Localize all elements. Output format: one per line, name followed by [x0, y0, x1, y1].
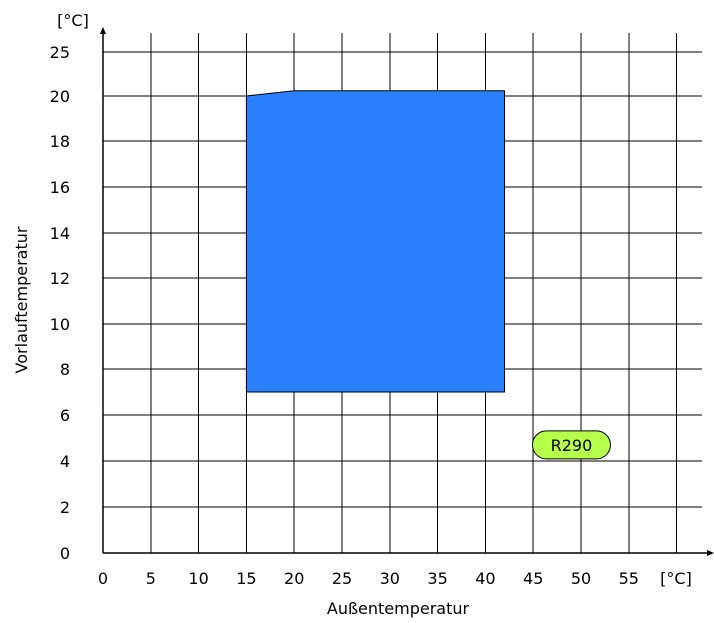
operating-range-area — [245, 90, 505, 393]
x-tick-label: 55 — [619, 569, 639, 588]
annotations: R290 — [531, 430, 611, 460]
x-tick-label: 5 — [146, 569, 156, 588]
badge-label: R290 — [551, 436, 593, 455]
y-tick-label: 0 — [60, 544, 70, 563]
operating-areas — [245, 90, 505, 393]
x-tick-label: 40 — [475, 569, 495, 588]
series-label-badge: R290 — [531, 430, 611, 460]
y-axis-arrow — [100, 27, 106, 34]
x-tick-label: 45 — [523, 569, 543, 588]
y-tick-label: 20 — [50, 87, 70, 106]
axes — [100, 27, 714, 556]
y-tick-label: 14 — [50, 224, 70, 243]
y-tick-label: 16 — [50, 178, 70, 197]
x-axis-arrow — [707, 550, 714, 556]
x-tick-label: 25 — [332, 569, 352, 588]
y-tick-label: 18 — [50, 132, 70, 151]
y-tick-labels: 0 2 4 6 8 10 12 14 16 18 20 25 — [50, 43, 70, 563]
x-tick-label: 15 — [236, 569, 256, 588]
y-tick-label: 12 — [50, 269, 70, 288]
x-tick-label: 35 — [427, 569, 447, 588]
y-tick-label: 8 — [60, 360, 70, 379]
y-tick-label: 25 — [50, 43, 70, 62]
x-tick-label: 50 — [571, 569, 591, 588]
y-tick-label: 2 — [60, 498, 70, 517]
x-unit-label: [°C] — [660, 569, 692, 588]
y-tick-label: 4 — [60, 452, 70, 471]
y-tick-label: 10 — [50, 315, 70, 334]
y-tick-label: 6 — [60, 406, 70, 425]
y-unit-label: [°C] — [57, 11, 89, 30]
badge-background — [531, 430, 611, 460]
y-axis-title: Vorlauftemperatur — [12, 226, 31, 373]
x-axis-title: Außentemperatur — [327, 599, 470, 618]
x-tick-label: 10 — [188, 569, 208, 588]
x-tick-label: 20 — [284, 569, 304, 588]
x-tick-labels: 0 5 10 15 20 25 30 35 40 45 50 55 — [98, 569, 639, 588]
x-tick-label: 30 — [380, 569, 400, 588]
x-tick-label: 0 — [98, 569, 108, 588]
